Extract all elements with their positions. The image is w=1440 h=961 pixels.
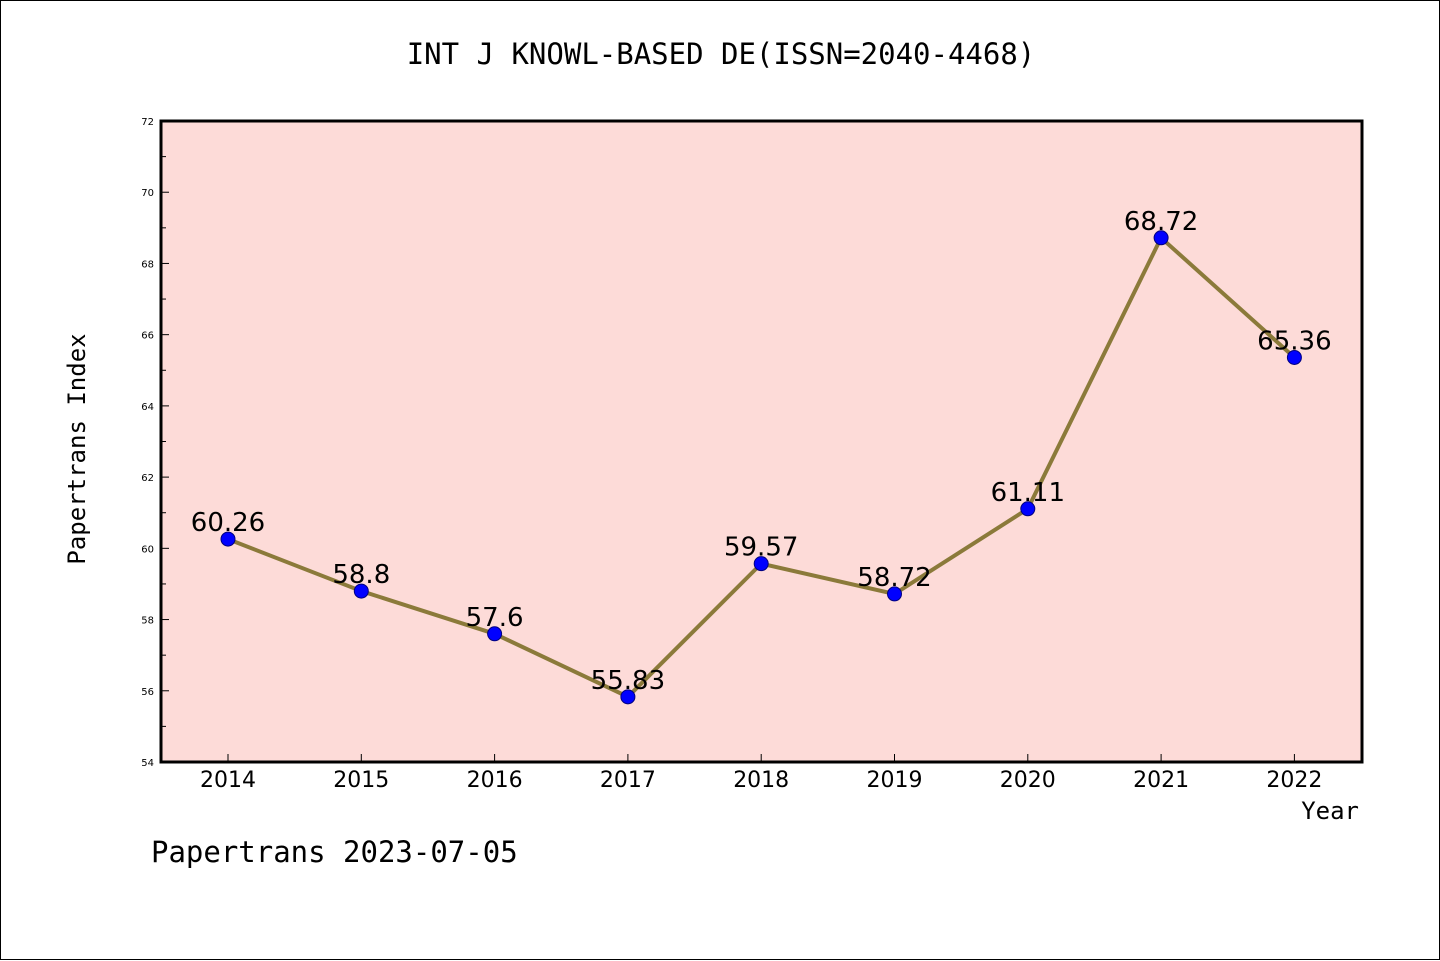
x-axis-label: Year <box>1301 797 1359 825</box>
data-label: 58.8 <box>332 560 390 590</box>
data-point <box>353 583 369 599</box>
data-point <box>887 586 902 602</box>
data-point <box>1020 501 1036 517</box>
y-tick-label: 60 <box>141 544 154 555</box>
x-tick-label: 2015 <box>333 768 389 793</box>
x-tick-label: 2016 <box>467 768 523 793</box>
y-tick-label: 64 <box>141 402 154 413</box>
y-tick-label: 68 <box>141 259 154 270</box>
data-point <box>220 531 236 547</box>
x-tick-label: 2014 <box>200 768 256 793</box>
data-label: 68.72 <box>1124 207 1198 237</box>
y-tick-label: 70 <box>141 188 154 199</box>
plot-background <box>159 119 1364 764</box>
y-tick-label: 58 <box>141 616 154 627</box>
y-tick-label: 72 <box>141 117 154 128</box>
x-tick-label: 2021 <box>1133 768 1189 793</box>
data-point <box>1286 349 1302 365</box>
data-label: 59.57 <box>724 533 798 563</box>
x-tick-label: 2017 <box>600 768 656 793</box>
x-tick-label: 2022 <box>1266 768 1322 793</box>
y-tick-label: 56 <box>141 687 154 698</box>
data-label: 65.36 <box>1257 326 1331 356</box>
data-point <box>1153 230 1169 246</box>
data-point <box>753 556 769 572</box>
x-tick-label: 2020 <box>1000 768 1056 793</box>
y-tick-label: 54 <box>141 758 154 769</box>
data-label: 60.26 <box>191 508 265 538</box>
chart-title: INT J KNOWL-BASED DE(ISSN=2040-4468) <box>406 37 1036 71</box>
data-point <box>487 626 503 642</box>
data-point <box>620 689 636 705</box>
data-label: 58.72 <box>857 563 931 593</box>
footer-text: Papertrans 2023-07-05 <box>151 835 518 869</box>
y-tick-label: 62 <box>141 473 154 484</box>
x-tick-label: 2018 <box>733 768 789 793</box>
y-tick-label: 66 <box>141 331 154 342</box>
x-tick-label: 2019 <box>867 768 923 793</box>
data-label: 55.83 <box>591 666 665 696</box>
data-label: 57.6 <box>466 603 524 633</box>
data-label: 61.11 <box>991 478 1065 508</box>
